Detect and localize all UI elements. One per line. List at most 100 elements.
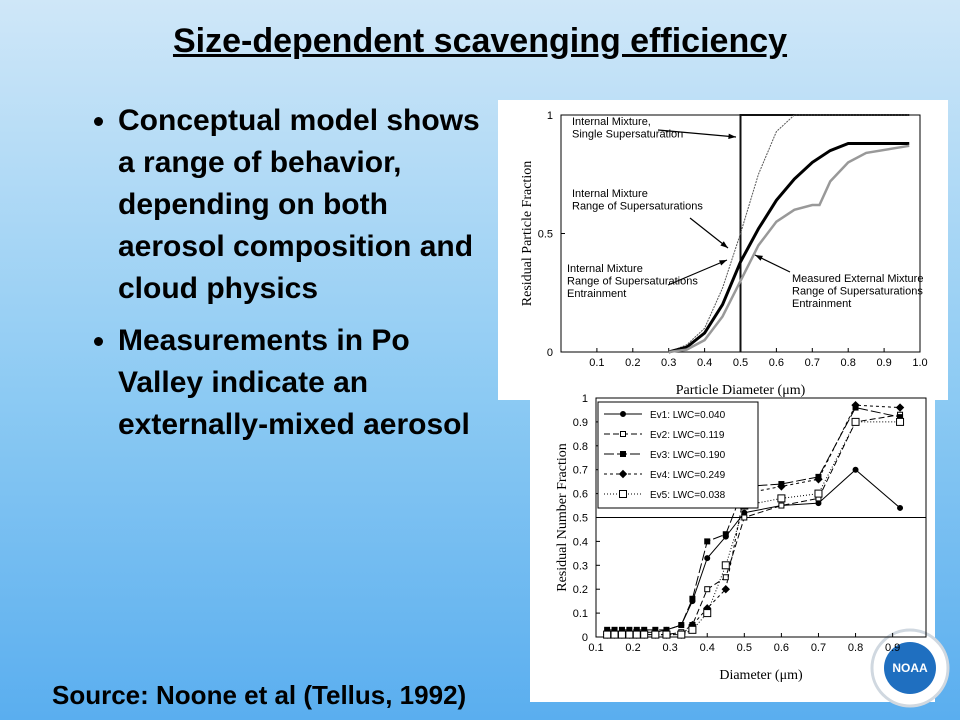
annotation: Range of Supersaturations bbox=[567, 276, 698, 288]
legend-label: Ev5: LWC=0.038 bbox=[650, 490, 726, 501]
marker bbox=[897, 504, 904, 511]
slide-title: Size-dependent scavenging efficiency bbox=[172, 22, 788, 60]
marker bbox=[704, 538, 711, 545]
marker bbox=[703, 609, 712, 618]
marker bbox=[721, 561, 730, 570]
marker bbox=[704, 586, 711, 593]
y-tick-label: 0 bbox=[582, 632, 588, 644]
y-tick-label: 0 bbox=[547, 347, 553, 359]
annotation: Measured External Mixture bbox=[792, 273, 923, 285]
marker bbox=[777, 494, 786, 503]
marker bbox=[662, 630, 671, 639]
marker bbox=[610, 630, 619, 639]
y-axis-label: Residual Particle Fraction bbox=[520, 161, 535, 306]
source: Source: Noone et al (Tellus, 1992) bbox=[52, 680, 467, 710]
marker bbox=[620, 451, 626, 457]
marker bbox=[677, 630, 686, 639]
marker bbox=[603, 630, 612, 639]
marker bbox=[689, 595, 696, 602]
y-tick-label: 0.9 bbox=[573, 417, 588, 429]
marker bbox=[895, 403, 905, 412]
marker bbox=[815, 500, 822, 507]
x-tick-label: 0.7 bbox=[805, 357, 820, 369]
marker bbox=[632, 630, 641, 639]
annotation: Entrainment bbox=[792, 298, 851, 310]
x-tick-label: 0.8 bbox=[841, 357, 856, 369]
annotation: Internal Mixture, bbox=[572, 116, 651, 128]
annotation: Internal Mixture bbox=[572, 188, 648, 200]
arrow-head bbox=[720, 241, 728, 248]
series-line bbox=[668, 144, 910, 354]
marker bbox=[678, 622, 685, 629]
annotation: Internal Mixture bbox=[567, 263, 643, 275]
marker bbox=[851, 417, 860, 426]
x-tick-label: 0.9 bbox=[885, 642, 900, 654]
annotation: Range of Supersaturations bbox=[572, 201, 703, 213]
x-tick-label: 0.5 bbox=[733, 357, 748, 369]
annotation: Single Supersaturation bbox=[572, 129, 683, 141]
y-tick-label: 0.3 bbox=[573, 560, 588, 572]
annotation: Entrainment bbox=[567, 288, 626, 300]
marker bbox=[625, 630, 634, 639]
y-tick-label: 0.5 bbox=[573, 513, 588, 525]
marker bbox=[617, 630, 626, 639]
x-tick-label: 0.7 bbox=[811, 642, 826, 654]
marker bbox=[814, 475, 823, 484]
x-tick-label: 0.6 bbox=[769, 357, 784, 369]
x-tick-label: 1.0 bbox=[912, 357, 927, 369]
x-tick-label: 0.4 bbox=[697, 357, 712, 369]
x-tick-label: 0.5 bbox=[737, 642, 752, 654]
marker bbox=[778, 502, 785, 509]
series-line bbox=[668, 114, 910, 353]
x-axis-label: Particle Diameter (μm) bbox=[676, 383, 806, 398]
y-tick-label: 1 bbox=[582, 393, 588, 405]
legend-label: Ev2: LWC=0.119 bbox=[650, 430, 725, 441]
marker bbox=[741, 514, 748, 521]
legend-label: Ev1: LWC=0.040 bbox=[650, 410, 726, 421]
annotation-arrow bbox=[657, 129, 737, 138]
y-tick-label: 1 bbox=[547, 110, 553, 122]
marker bbox=[777, 482, 786, 491]
x-tick-label: 0.4 bbox=[700, 642, 715, 654]
marker bbox=[620, 411, 626, 417]
x-tick-label: 0.8 bbox=[848, 642, 863, 654]
arrow-head bbox=[719, 260, 727, 266]
marker bbox=[851, 400, 860, 410]
y-tick-label: 0.1 bbox=[573, 608, 588, 620]
marker bbox=[651, 630, 660, 639]
marker bbox=[896, 417, 905, 426]
y-tick-label: 0.8 bbox=[573, 441, 588, 453]
y-tick-label: 0.2 bbox=[573, 584, 588, 596]
marker bbox=[721, 584, 730, 594]
marker bbox=[722, 574, 729, 581]
annotation-arrow bbox=[689, 217, 729, 249]
bullet-list: Conceptual model shows a range of behavi… bbox=[80, 100, 496, 456]
x-axis-label: Diameter (μm) bbox=[719, 668, 803, 683]
bullet: Measurements in Po Valley indicate an ex… bbox=[118, 320, 496, 446]
logo bbox=[884, 642, 936, 694]
bullet: Conceptual model shows a range of behavi… bbox=[118, 100, 496, 310]
logo-text: NOAA bbox=[892, 661, 928, 675]
y-axis-label: Residual Number Fraction bbox=[555, 443, 570, 592]
y-tick-label: 0.4 bbox=[573, 536, 588, 548]
x-tick-label: 0.2 bbox=[625, 642, 640, 654]
marker bbox=[814, 489, 823, 498]
marker bbox=[704, 555, 711, 562]
annotation: Range of Supersaturations bbox=[792, 286, 923, 298]
x-tick-label: 0.1 bbox=[588, 642, 603, 654]
arrow-head bbox=[728, 133, 736, 140]
marker bbox=[618, 469, 628, 479]
y-tick-label: 0.6 bbox=[573, 489, 588, 501]
annotation-arrow bbox=[667, 259, 728, 286]
x-tick-label: 0.1 bbox=[589, 357, 604, 369]
marker bbox=[722, 531, 729, 538]
arrow-head bbox=[755, 255, 763, 261]
marker bbox=[852, 466, 859, 473]
chart-background bbox=[498, 100, 948, 400]
legend-label: Ev3: LWC=0.190 bbox=[650, 450, 726, 461]
marker bbox=[619, 490, 627, 498]
x-tick-label: 0.2 bbox=[625, 357, 640, 369]
x-tick-label: 0.6 bbox=[774, 642, 789, 654]
